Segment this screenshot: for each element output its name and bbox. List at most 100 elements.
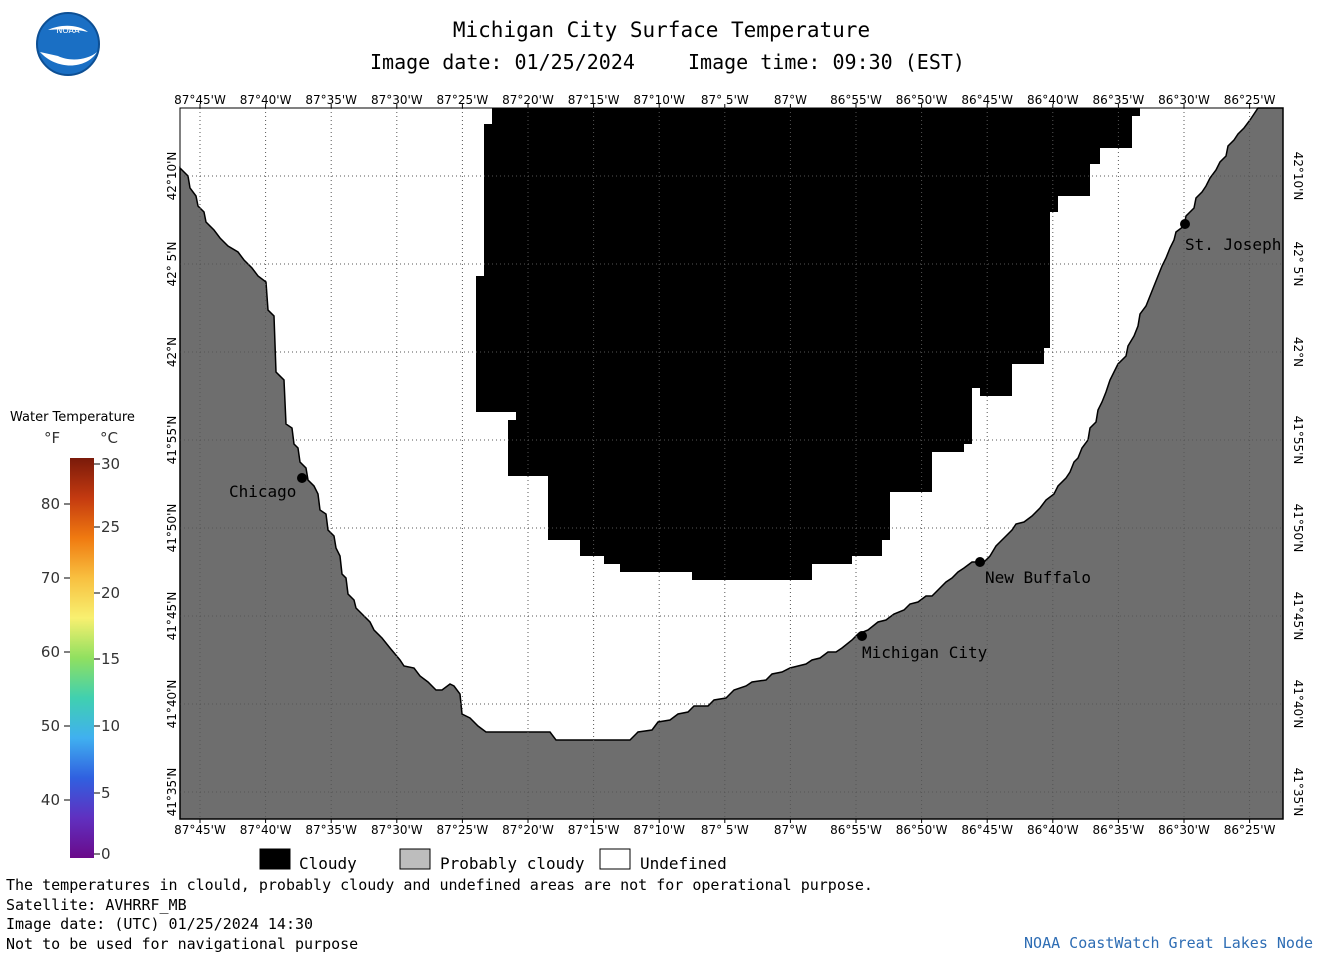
lat-label-left: 41°40'N [165, 680, 179, 729]
lon-label-bottom: 86°25'W [1224, 823, 1276, 837]
page-title: Michigan City Surface Temperature [452, 18, 871, 42]
lat-label-left: 41°35'N [165, 768, 179, 817]
navigation-disclaimer: Not to be used for navigational purpose [6, 935, 359, 953]
lon-label-top: 87°25'W [437, 93, 489, 107]
lon-label-top: 87° 5'W [701, 93, 749, 107]
lat-label-right: 42° 5'N [1291, 242, 1305, 287]
cloudy-region [476, 108, 1140, 580]
lon-label-top: 87°30'W [371, 93, 423, 107]
lon-label-top: 86°55'W [830, 93, 882, 107]
legend-cloudy-label: Cloudy [299, 854, 357, 873]
legend-undefined-label: Undefined [640, 854, 727, 873]
lon-label-top: 87°35'W [305, 93, 357, 107]
lat-label-right: 42°N [1291, 337, 1305, 367]
lat-label-left: 41°55'N [165, 416, 179, 465]
city-label-chicago: Chicago [229, 482, 296, 501]
lon-label-bottom: 86°45'W [961, 823, 1013, 837]
f-tick-label: 60 [41, 643, 60, 661]
c-tick-label: 20 [101, 584, 120, 602]
lat-label-right: 41°55'N [1291, 416, 1305, 465]
lon-label-bottom: 87°30'W [371, 823, 423, 837]
color-bar [70, 458, 94, 858]
lon-label-bottom: 87°40'W [240, 823, 292, 837]
city-label-michigan-city: Michigan City [862, 643, 988, 662]
c-tick-label: 25 [101, 518, 120, 536]
city-markers: Chicago St. Joseph New Buffalo Michigan Cit… [229, 219, 1281, 662]
undefined-swatch [599, 848, 631, 870]
lon-label-top: 86°35'W [1093, 93, 1145, 107]
lat-label-right: 41°50'N [1291, 504, 1305, 553]
lon-label-bottom: 86°55'W [830, 823, 882, 837]
operational-note: The temperatures in clould, probably clo… [6, 876, 873, 894]
c-tick-label: 15 [101, 650, 120, 668]
unit-celsius: °C [100, 429, 118, 447]
lon-label-top: 87°W [774, 93, 807, 107]
lon-label-top: 86°30'W [1158, 93, 1210, 107]
celsius-ticks: 30 25 20 15 10 5 0 [94, 455, 120, 863]
scale-title: Water Temperature [10, 410, 135, 425]
longitude-labels-top: 87°45'W 87°40'W 87°35'W 87°30'W 87°25'W 87°20… [174, 93, 1275, 107]
city-dot-michigan-city [857, 631, 867, 641]
lon-label-bottom: 86°35'W [1093, 823, 1145, 837]
lat-label-right: 41°35'N [1291, 768, 1305, 817]
lon-label-top: 87°40'W [240, 93, 292, 107]
lon-label-top: 86°45'W [961, 93, 1013, 107]
lon-label-top: 86°50'W [896, 93, 948, 107]
lon-label-bottom: 87°10'W [633, 823, 685, 837]
cloudy-swatch [259, 848, 291, 870]
lon-label-bottom: 87° 5'W [701, 823, 749, 837]
satellite-info: Satellite: AVHRRF_MB [6, 896, 187, 914]
fahrenheit-ticks: 80 70 60 50 40 [41, 495, 70, 809]
image-date: Image date: 01/25/2024 [370, 50, 635, 74]
c-tick-label: 10 [101, 717, 120, 735]
graticule [180, 104, 1283, 823]
unit-fahrenheit: °F [44, 429, 60, 447]
noaa-logo: NOAA [36, 12, 100, 76]
longitude-labels-bottom: 87°45'W 87°40'W 87°35'W 87°30'W 87°25'W 87°20… [174, 823, 1275, 837]
c-tick-label: 0 [101, 845, 111, 863]
image-time: Image time: 09:30 (EST) [688, 50, 965, 74]
lon-label-bottom: 87°25'W [437, 823, 489, 837]
land-west [179, 107, 1284, 820]
lon-label-bottom: 87°15'W [568, 823, 620, 837]
lon-label-bottom: 87°45'W [174, 823, 226, 837]
probably-cloudy-swatch [399, 848, 431, 870]
lon-label-bottom: 86°50'W [896, 823, 948, 837]
lon-label-bottom: 86°30'W [1158, 823, 1210, 837]
lon-label-top: 87°20'W [502, 93, 554, 107]
f-tick-label: 70 [41, 569, 60, 587]
legend-probably-cloudy-label: Probably cloudy [440, 854, 585, 873]
c-tick-label: 30 [101, 455, 120, 473]
lon-label-top: 86°25'W [1224, 93, 1276, 107]
lon-label-top: 87°45'W [174, 93, 226, 107]
lon-label-bottom: 87°W [774, 823, 807, 837]
logo-text: NOAA [56, 26, 80, 35]
map-frame [179, 107, 1284, 820]
lat-label-left: 42°N [165, 337, 179, 367]
lat-label-left: 42° 5'N [165, 242, 179, 287]
city-dot-chicago [297, 473, 307, 483]
utc-date: Image date: (UTC) 01/25/2024 14:30 [6, 915, 314, 933]
city-dot-st-joseph [1180, 219, 1190, 229]
latitude-labels-right: 42°10'N 42° 5'N 42°N 41°55'N 41°50'N 41°45'N 4… [1291, 152, 1305, 817]
lat-label-right: 42°10'N [1291, 152, 1305, 201]
lat-label-right: 41°45'N [1291, 592, 1305, 641]
lat-label-left: 42°10'N [165, 152, 179, 201]
f-tick-label: 80 [41, 495, 60, 513]
city-dot-new-buffalo [975, 557, 985, 567]
f-tick-label: 50 [41, 717, 60, 735]
city-label-st-joseph: St. Joseph [1185, 235, 1281, 254]
lon-label-top: 86°40'W [1027, 93, 1079, 107]
c-tick-label: 5 [101, 784, 111, 802]
city-label-new-buffalo: New Buffalo [985, 568, 1091, 587]
lon-label-bottom: 86°40'W [1027, 823, 1079, 837]
lon-label-bottom: 87°20'W [502, 823, 554, 837]
lon-label-bottom: 87°35'W [305, 823, 357, 837]
lat-label-left: 41°45'N [165, 592, 179, 641]
lon-label-top: 87°10'W [633, 93, 685, 107]
credit-link[interactable]: NOAA CoastWatch Great Lakes Node [1024, 934, 1313, 952]
lat-label-right: 41°40'N [1291, 680, 1305, 729]
